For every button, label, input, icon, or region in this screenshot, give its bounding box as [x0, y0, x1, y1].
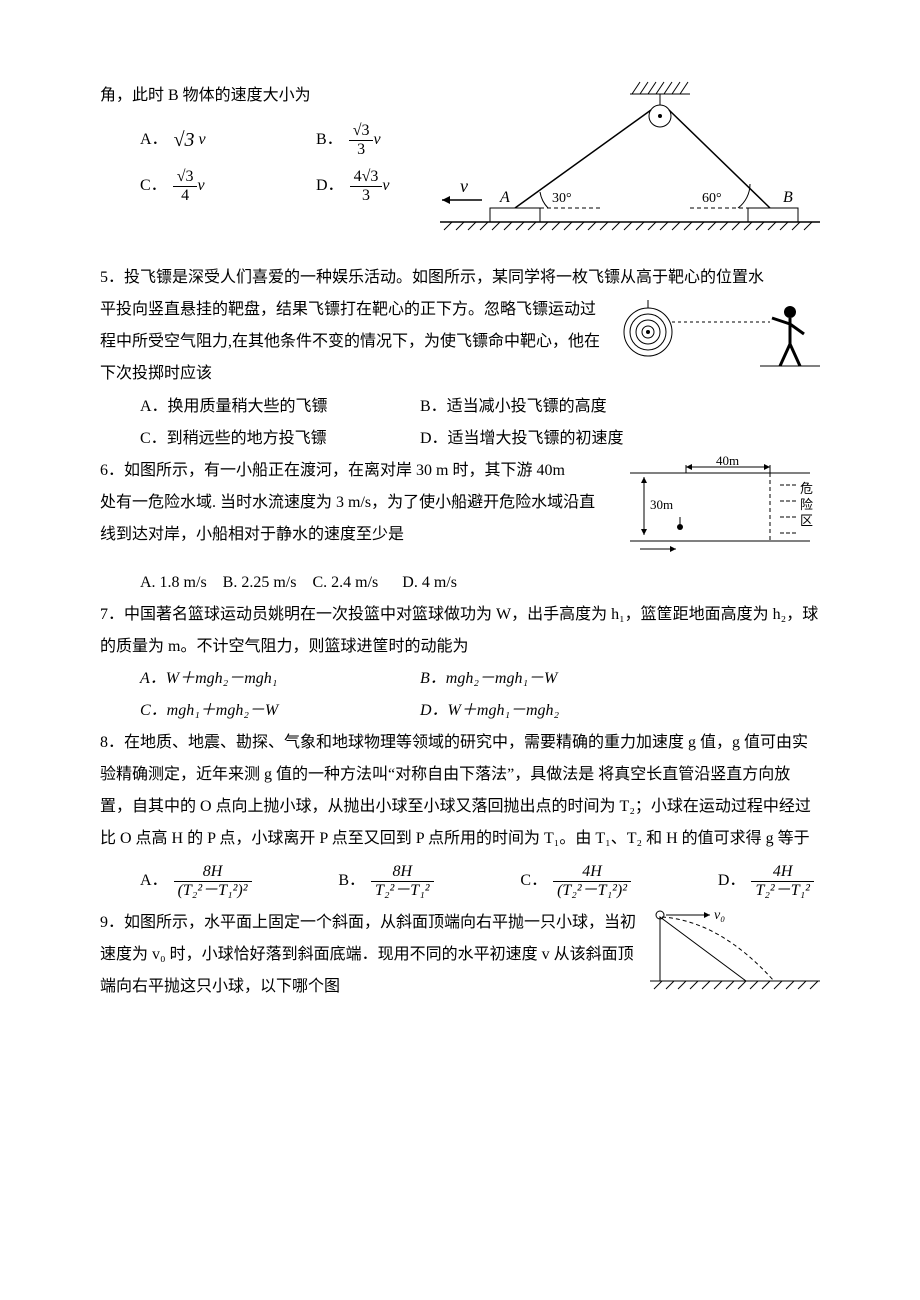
- question-4: v A B 30° 60° 角，此时 B 物体的速度大小为 A． √3 v B．…: [100, 80, 820, 262]
- q5-opt-B: B．适当减小投飞镖的高度: [420, 391, 607, 423]
- q8-opt-C: C． 4H(T₂²－T₁²)²: [520, 863, 631, 899]
- q4-figure: v A B 30° 60°: [440, 80, 820, 262]
- label-60: 60°: [702, 191, 722, 206]
- q6-opt-D: D. 4 m/s: [402, 574, 457, 591]
- q7-text: 7．中国著名篮球运动员姚明在一次投篮中对篮球做功为 W，出手高度为 h₁，篮筐距…: [100, 599, 820, 663]
- q4-row1: A． √3 v B． √33 v: [140, 120, 428, 160]
- q7-opt-B: B．mgh₂－mgh₁－W: [420, 663, 557, 695]
- q8-opts: A． 8H(T₂²－T₁²)² B． 8HT₂²－T₁² C． 4H(T₂²－T…: [140, 863, 820, 899]
- q4-opt-C: C． √34 v: [140, 168, 310, 204]
- q6-opt-A: A. 1.8 m/s: [140, 574, 207, 591]
- q6-opt-C: C. 2.4 m/s: [312, 574, 378, 591]
- svg-text:危: 危: [800, 481, 813, 496]
- q5-opt-C: C．到稍远些的地方投飞镖: [140, 423, 420, 455]
- q7-opt-D: D．W＋mgh₁－mgh₂: [420, 695, 559, 727]
- q7-row1: A．W＋mgh₂－mgh₁ B．mgh₂－mgh₁－W: [140, 663, 820, 695]
- pulley-diagram: v A B 30° 60°: [440, 80, 820, 250]
- q5-opt-A: A．换用质量稍大些的飞镖: [140, 391, 420, 423]
- q8-opt-D: D． 4HT₂²－T₁²: [718, 863, 814, 899]
- q5-figure: [620, 294, 820, 391]
- q5-line1: 5．投飞镖是深受人们喜爱的一种娱乐活动。如图所示，某同学将一枚飞镖从高于靶心的位…: [100, 262, 820, 294]
- label-30: 30°: [552, 191, 572, 206]
- question-9: v₀ 9．如图所示，水平面上固定一个斜面，从斜面顶端向右平抛一只小球，当初速度为…: [100, 907, 820, 1009]
- svg-text:险: 险: [800, 497, 813, 512]
- q4-intro-text: 角，此时 B 物体的速度大小为: [100, 87, 311, 104]
- q6-opt-B: B. 2.25 m/s: [223, 574, 297, 591]
- q8-opt-B: B． 8HT₂²－T₁²: [338, 863, 433, 899]
- q4-row2: C． √34 v D． 4√33 v: [140, 168, 428, 204]
- q8-text: 8．在地质、地震、勘探、气象和地球物理等领域的研究中，需要精确的重力加速度 g …: [100, 727, 820, 855]
- question-7: 7．中国著名篮球运动员姚明在一次投篮中对篮球做功为 W，出手高度为 h₁，篮筐距…: [100, 599, 820, 727]
- svg-text:40m: 40m: [716, 455, 739, 468]
- q5-opt-D: D．适当增大投飞镖的初速度: [420, 423, 624, 455]
- q4-opt-B: B． √33 v: [316, 122, 381, 158]
- q9-figure: v₀: [650, 907, 820, 1009]
- q7-opt-A: A．W＋mgh₂－mgh₁: [140, 663, 420, 695]
- q6-opts: A. 1.8 m/s B. 2.25 m/s C. 2.4 m/s D. 4 m…: [140, 567, 820, 599]
- label-v: v: [460, 176, 468, 196]
- question-8: 8．在地质、地震、勘探、气象和地球物理等领域的研究中，需要精确的重力加速度 g …: [100, 727, 820, 899]
- q4-opt-A: A． √3 v: [140, 120, 310, 160]
- q6-figure: 40m 30m 危 险 区: [620, 455, 820, 567]
- q7-row2: C．mgh₁＋mgh₂－W D．W＋mgh₁－mgh₂: [140, 695, 820, 727]
- q5-opts-1: A．换用质量稍大些的飞镖 B．适当减小投飞镖的高度: [140, 391, 820, 423]
- question-6: 40m 30m 危 险 区 6．如图所示，有一小船正在渡河，在离对岸 30 m …: [100, 455, 820, 599]
- question-5: 5．投飞镖是深受人们喜爱的一种娱乐活动。如图所示，某同学将一枚飞镖从高于靶心的位…: [100, 262, 820, 455]
- q7-opt-C: C．mgh₁＋mgh₂－W: [140, 695, 420, 727]
- q4-opt-D: D． 4√33 v: [316, 168, 389, 204]
- label-B: B: [783, 189, 793, 206]
- svg-text:区: 区: [800, 513, 813, 528]
- q5-opts-2: C．到稍远些的地方投飞镖 D．适当增大投飞镖的初速度: [140, 423, 820, 455]
- svg-text:v₀: v₀: [714, 908, 725, 923]
- svg-text:30m: 30m: [650, 497, 673, 512]
- label-A: A: [499, 189, 510, 206]
- q8-opt-A: A． 8H(T₂²－T₁²)²: [140, 863, 252, 899]
